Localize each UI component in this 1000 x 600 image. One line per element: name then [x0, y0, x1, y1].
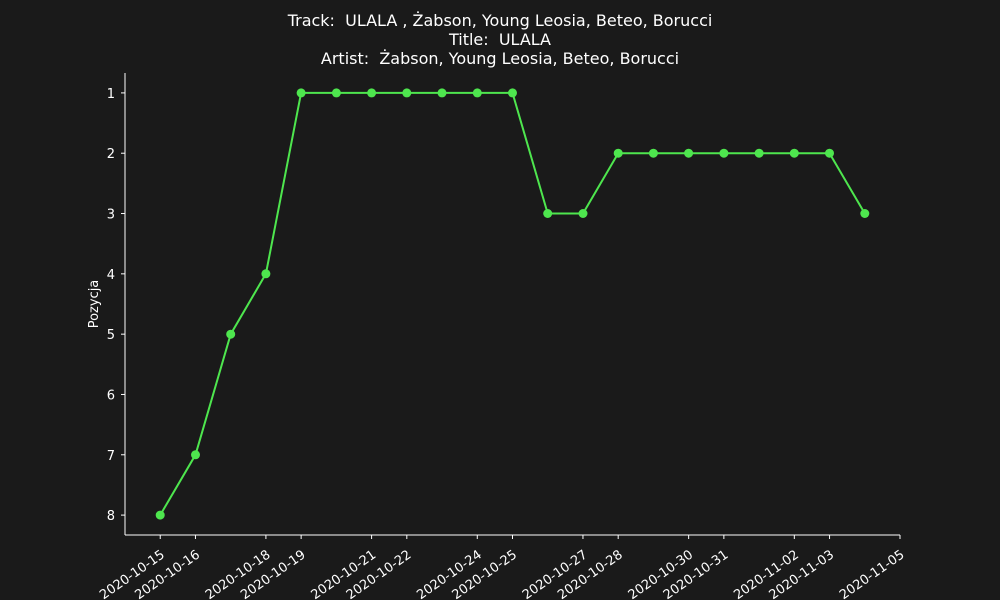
data-point — [613, 148, 623, 158]
y-tick-label: 7 — [107, 449, 115, 464]
data-point — [191, 450, 200, 460]
y-axis-label: Pozycja — [87, 280, 102, 329]
data-point — [860, 209, 870, 218]
y-tick-label: 8 — [107, 509, 115, 524]
y-tick-label: 4 — [107, 268, 115, 283]
data-point — [543, 209, 553, 218]
data-point — [825, 148, 834, 158]
y-tick-label: 5 — [107, 328, 115, 343]
y-tick-label: 1 — [107, 87, 115, 102]
data-point — [296, 88, 306, 98]
series-layer — [155, 88, 870, 520]
data-point — [648, 148, 658, 158]
y-tick-label: 6 — [107, 388, 115, 403]
data-point — [155, 510, 165, 520]
data-point — [578, 209, 588, 218]
data-point — [472, 88, 482, 98]
data-point — [754, 148, 764, 158]
data-point — [261, 269, 271, 279]
x-tick-label: 2020-11-05 — [837, 547, 908, 600]
data-point — [789, 148, 799, 158]
chart-title-artist: Artist: Żabson, Young Leosia, Beteo, Bor… — [320, 49, 680, 68]
y-tick-label: 2 — [107, 147, 115, 162]
data-point — [437, 88, 447, 98]
data-point — [719, 148, 729, 158]
data-point — [331, 88, 341, 98]
chart-title-name: Title: ULALA — [448, 30, 551, 49]
data-point — [367, 88, 377, 98]
data-point — [508, 88, 517, 98]
data-point — [226, 329, 236, 339]
y-tick-label: 3 — [107, 208, 115, 223]
data-point — [402, 88, 412, 98]
data-point — [684, 148, 694, 158]
chart-title-track: Track: ULALA , Żabson, Young Leosia, Bet… — [287, 11, 713, 30]
